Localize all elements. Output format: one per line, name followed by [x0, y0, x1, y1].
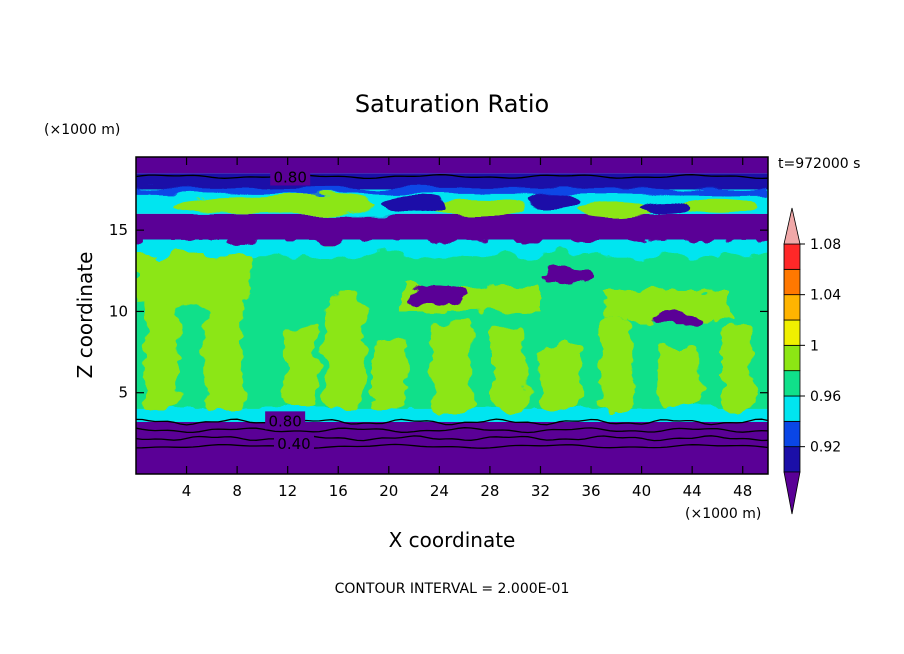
upper-lime-patch-3: [578, 200, 655, 218]
contour-label-0: 0.80: [274, 169, 307, 187]
upper-lime-patch-1: [249, 194, 377, 214]
y-tick-label-0: 5: [118, 384, 128, 402]
x-tick-label-11: 48: [733, 482, 752, 500]
x-tick-label-8: 36: [581, 482, 600, 500]
layer-band-0: [136, 157, 768, 174]
chart-title: Saturation Ratio: [355, 90, 549, 118]
x-tick-label-9: 40: [632, 482, 651, 500]
lime-plume-9: [659, 343, 700, 409]
x-axis: 4 8 12 16 20 24 28 32 36 40 44 48: [182, 157, 752, 500]
colorbar-cell-8: [783, 243, 801, 270]
colorbar-label-1: 0.96: [810, 389, 841, 405]
upper-lime-patch-2: [426, 199, 528, 216]
colorbar-cell-7: [783, 268, 801, 296]
dry-patch-1: [540, 267, 592, 284]
mid-layer-detail: [136, 239, 768, 421]
lime-plume-3: [324, 295, 365, 409]
x-tick-label-0: 4: [182, 482, 192, 500]
y-axis: 5 10 15: [109, 221, 768, 402]
y-axis-label: Z coordinate: [73, 252, 97, 379]
contour-label-bg-0: [270, 167, 311, 186]
lime-plume-10: [719, 327, 753, 409]
colorbar-cell-1: [783, 420, 801, 448]
colorbar-cell-6: [783, 294, 801, 321]
contour-field: [136, 157, 768, 474]
upper-navy-patch-1: [527, 192, 579, 210]
contour-label-bg-1: [265, 411, 306, 430]
contour-labels: 0.80 0.80 0.40: [265, 167, 314, 453]
dry-patch-0: [407, 285, 471, 305]
colorbar: 0.92 0.96 1 1.04 1.08: [783, 207, 841, 515]
contour-line-3: [136, 435, 768, 442]
lime-plume-8: [599, 319, 633, 409]
contour-lines: [136, 173, 768, 449]
x-tick-label-3: 16: [329, 482, 348, 500]
upper-layer-detail: [136, 187, 768, 237]
x-tick-label-2: 12: [278, 482, 297, 500]
x-tick-label-10: 44: [683, 482, 702, 500]
lime-plume-7: [539, 343, 580, 409]
colorbar-cell-4: [783, 344, 801, 372]
contour-interval-label: CONTOUR INTERVAL = 2.000E-01: [335, 581, 570, 597]
lime-plume-6: [492, 327, 526, 409]
colorbar-label-2: 1: [810, 338, 819, 354]
lime-patch-left: [136, 254, 250, 304]
contour-line-2: [136, 427, 768, 434]
colorbar-cell-3: [783, 370, 801, 397]
contour-line-4: [136, 443, 768, 449]
colorbar-label-4: 1.08: [810, 237, 841, 253]
colorbar-under-arrow: [783, 471, 801, 515]
x-tick-label-5: 24: [430, 482, 449, 500]
colorbar-label-3: 1.04: [810, 288, 841, 304]
colorbar-cell-0: [783, 446, 801, 473]
x-tick-label-4: 20: [379, 482, 398, 500]
upper-navy-patch-2: [641, 200, 693, 214]
plot-frame: [135, 156, 769, 475]
contour-label-1: 0.80: [268, 412, 301, 430]
y-unit-label: (×1000 m): [44, 122, 120, 138]
contour-line-0: [136, 173, 768, 180]
lime-plume-5: [431, 319, 473, 409]
colorbar-label-0: 0.92: [810, 440, 841, 456]
lime-plume-4: [372, 335, 406, 409]
upper-navy-patch-0: [382, 196, 446, 213]
upper-lime-patch-4: [679, 199, 756, 213]
x-tick-label-6: 28: [480, 482, 499, 500]
lime-plume-2: [283, 327, 317, 409]
colorbar-cell-2: [783, 395, 801, 422]
x-unit-label: (×1000 m): [685, 506, 761, 522]
upper-purple-band: [136, 220, 768, 237]
contour-label-2: 0.40: [277, 435, 310, 453]
y-tick-label-2: 15: [109, 221, 128, 239]
colorbar-over-arrow: [783, 207, 801, 245]
x-tick-label-7: 32: [531, 482, 550, 500]
x-tick-label-1: 8: [232, 482, 242, 500]
lower-cyan-edge: [136, 408, 768, 421]
mid-cyan-edge: [136, 239, 768, 257]
contour-line-1: [136, 418, 768, 426]
dry-patch-2: [654, 311, 705, 328]
y-tick-label-1: 10: [109, 302, 128, 320]
time-label: t=972000 s: [778, 156, 860, 172]
contour-label-bg-2: [274, 434, 314, 453]
colorbar-cell-5: [783, 319, 801, 346]
x-axis-label: X coordinate: [389, 528, 516, 552]
lime-plume-1: [204, 278, 245, 409]
